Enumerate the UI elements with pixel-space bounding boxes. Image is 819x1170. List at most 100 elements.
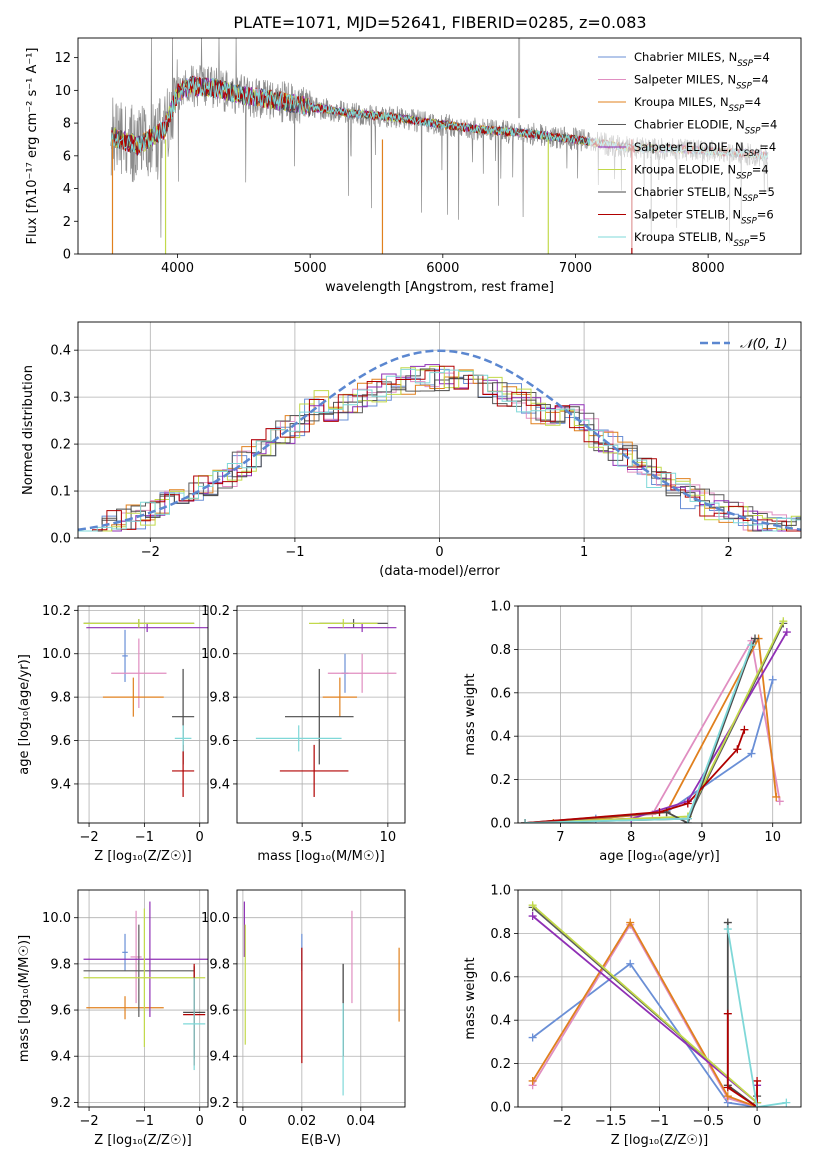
weight-series-line xyxy=(532,962,758,1107)
weight-point-marker xyxy=(775,797,784,806)
y-tick-label: 0.6 xyxy=(490,686,511,701)
x-tick-label: 0 xyxy=(196,830,204,845)
y-tick-label: 9.8 xyxy=(50,691,71,706)
x-tick-label: −0.5 xyxy=(693,1114,725,1129)
x-tick-label: 6000 xyxy=(426,261,459,276)
axes-frame xyxy=(77,605,209,824)
x-tick-label: 10 xyxy=(380,830,397,845)
panel-residuals: −2 −1 0 1 2 0.0 0.1 0.2 0.3 0.4 (data-model)/error… xyxy=(21,321,802,579)
y-tick-label: 10.2 xyxy=(201,604,230,619)
y-tick-label: 9.2 xyxy=(209,1096,230,1111)
weight-point-marker xyxy=(626,959,635,968)
x-tick-label: 1 xyxy=(580,545,588,560)
axes-frame xyxy=(77,321,802,539)
axes-frame xyxy=(517,605,802,824)
y-tick-label: 0.3 xyxy=(50,391,71,406)
plot-area-weight_vs_age xyxy=(518,606,801,823)
y-tick-label: 4 xyxy=(63,182,71,197)
weight-series-line xyxy=(532,904,758,1104)
panel-age_vs_Z: −2 −1 0 9.4 9.6 9.8 10.0 10.2 Z [log₁₀(Z/Z☉)] age… xyxy=(17,604,209,864)
x-axis-label: E(B-V) xyxy=(301,1133,341,1148)
normal-curve xyxy=(78,349,801,532)
y-axis-label: mass weight xyxy=(463,673,478,755)
weight-series-line xyxy=(525,644,753,823)
y-tick-label: 0.2 xyxy=(490,1057,511,1072)
x-tick-label: −2 xyxy=(552,1114,571,1129)
y-tick-label: 0.8 xyxy=(490,643,511,658)
x-tick-label: 10 xyxy=(764,830,781,845)
weight-series-line xyxy=(525,638,781,823)
weight-point-marker xyxy=(751,634,760,643)
weight-point-marker xyxy=(528,1033,537,1042)
axes-frame xyxy=(236,605,406,824)
residual-histogram xyxy=(78,365,801,532)
x-tick-label: 0.04 xyxy=(346,1114,375,1129)
weight-series-line xyxy=(726,1013,758,1107)
x-tick-label: 8 xyxy=(627,830,635,845)
weight-series-line xyxy=(532,915,758,1105)
y-tick-label: 9.8 xyxy=(209,691,230,706)
weight-point-marker xyxy=(747,641,756,650)
panel-spectrum: 4000 5000 6000 7000 8000 0 2 4 6 8 10 12 wavelength … xyxy=(25,37,802,295)
x-tick-label: 7 xyxy=(556,830,564,845)
y-tick-label: 0.4 xyxy=(50,344,71,359)
panels-group: 4000 5000 6000 7000 8000024681012wavelength … xyxy=(17,37,802,1148)
residual-histogram xyxy=(78,369,801,532)
y-axis-label: Flux [fλ10⁻¹⁷ erg cm⁻² s⁻¹ A⁻¹] xyxy=(25,48,40,245)
x-tick-label: 0 xyxy=(753,1114,761,1129)
x-axis-label: (data-model)/error xyxy=(379,564,500,579)
y-tick-label: 0.1 xyxy=(50,485,71,500)
weight-point-marker xyxy=(740,725,749,734)
weight-point-marker xyxy=(723,1009,732,1018)
y-tick-label: 2 xyxy=(63,215,71,230)
y-tick-label: 9.6 xyxy=(209,734,230,749)
y-tick-label: 9.4 xyxy=(50,777,71,792)
y-tick-label: 10.0 xyxy=(42,647,71,662)
y-tick-label: 0.0 xyxy=(490,1101,511,1116)
y-tick-label: 0.4 xyxy=(490,730,511,745)
y-tick-label: 0.2 xyxy=(50,438,71,453)
weight-series-line xyxy=(531,922,758,1107)
y-tick-label: 1.0 xyxy=(490,600,511,615)
plot-area-mass_vs_Z xyxy=(78,890,208,1107)
weight-point-marker xyxy=(528,901,537,910)
y-tick-label: 0.0 xyxy=(50,532,71,547)
x-tick-label: 0 xyxy=(435,545,443,560)
y-tick-label: 9.2 xyxy=(50,1096,71,1111)
weight-point-marker xyxy=(782,1098,791,1107)
weight-point-marker xyxy=(683,814,692,823)
panel-mass_vs_ebv: 0 0.02 0.04 9.2 9.4 9.6 9.8 10.0 E(B-V) xyxy=(201,889,406,1148)
residual-histogram xyxy=(78,368,801,532)
y-tick-label: 0 xyxy=(63,248,71,263)
panel-age_vs_mass: 9.5 10 9.4 9.6 9.8 10.0 10.2 mass [log₁₀(M/M☉)] xyxy=(201,604,406,864)
x-axis-label: Z [log₁₀(Z/Z☉)] xyxy=(94,849,191,864)
y-tick-label: 6 xyxy=(63,149,71,164)
y-tick-label: 9.8 xyxy=(50,957,71,972)
axes-frame xyxy=(236,889,406,1108)
x-axis-label: mass [log₁₀(M/M☉)] xyxy=(257,849,384,864)
y-tick-label: 9.8 xyxy=(209,957,230,972)
y-axis-label: mass weight xyxy=(463,957,478,1039)
y-tick-label: 9.6 xyxy=(50,734,71,749)
y-tick-label: 10.0 xyxy=(42,911,71,926)
x-tick-label: 7000 xyxy=(559,261,592,276)
plot-area-age_vs_mass xyxy=(237,606,405,823)
x-tick-label: 4000 xyxy=(161,261,194,276)
x-tick-label: 9.5 xyxy=(292,830,313,845)
y-tick-label: 0.6 xyxy=(490,970,511,985)
weight-series-line xyxy=(726,928,787,1107)
x-tick-label: −1 xyxy=(135,1114,154,1129)
x-tick-label: 0.02 xyxy=(287,1114,316,1129)
weight-point-marker xyxy=(723,1092,732,1101)
x-tick-label: −1 xyxy=(285,545,304,560)
y-tick-label: 10.0 xyxy=(201,911,230,926)
weight-point-marker xyxy=(772,792,781,801)
y-tick-label: 9.4 xyxy=(50,1050,71,1065)
legend-box xyxy=(590,42,796,248)
residual-histogram xyxy=(78,364,801,532)
y-axis-label: mass [log₁₀(M/M☉)] xyxy=(17,935,32,1062)
x-axis-label: wavelength [Angstrom, rest frame] xyxy=(325,280,554,295)
y-tick-label: 0.8 xyxy=(490,927,511,942)
weight-point-marker xyxy=(528,1076,537,1085)
